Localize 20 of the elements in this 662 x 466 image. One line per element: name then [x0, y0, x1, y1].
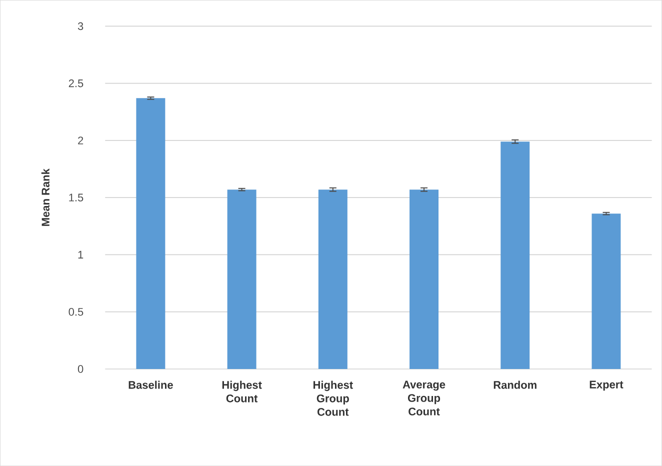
x-tick-label: Highest Count	[222, 380, 262, 402]
y-tick-label: 1	[78, 250, 84, 258]
y-tick-label: 2	[78, 136, 84, 144]
x-tick-label: Expert	[590, 380, 624, 391]
bar	[318, 190, 348, 369]
bar	[136, 98, 166, 369]
bar	[410, 190, 439, 369]
x-tick-label: Baseline	[128, 380, 173, 389]
y-tick-label: 0	[78, 365, 84, 373]
y-tick-label: 1.5	[69, 194, 84, 202]
y-tick-label: 2.5	[68, 79, 84, 88]
y-tick-label: 3	[78, 22, 84, 30]
bar	[227, 190, 256, 369]
x-tick-label: Average Group Count	[402, 380, 446, 416]
bar	[592, 214, 621, 369]
bar	[500, 142, 530, 369]
y-axis-title: Mean Rank	[41, 168, 50, 226]
y-tick-label: 0.5	[68, 308, 84, 316]
x-tick-label: Highest Group Count	[313, 380, 353, 416]
x-tick-label: Random	[494, 380, 536, 389]
